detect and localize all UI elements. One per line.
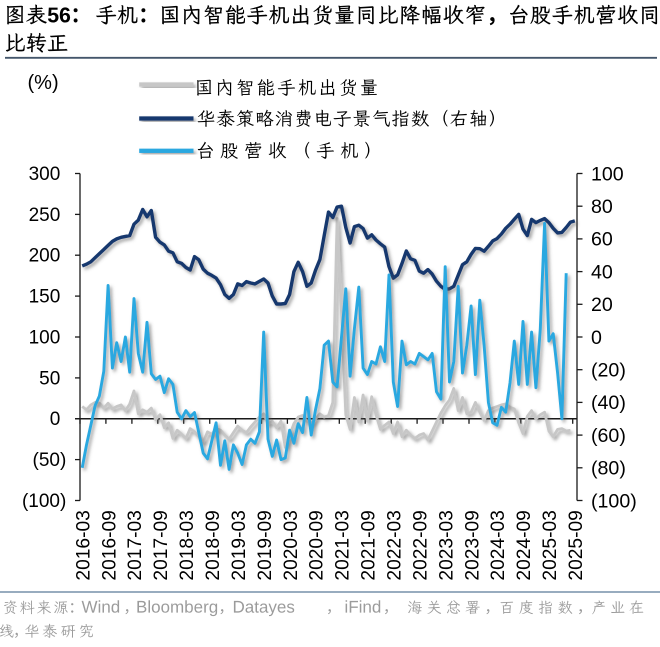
svg-text:2023-09: 2023-09	[462, 510, 483, 580]
svg-text:2016-03: 2016-03	[73, 510, 94, 580]
svg-text:200: 200	[29, 246, 61, 267]
svg-text:(40): (40)	[591, 392, 626, 414]
svg-text:60: 60	[591, 229, 613, 251]
svg-text:(60): (60)	[591, 425, 626, 447]
svg-text:2022-09: 2022-09	[411, 510, 432, 580]
svg-text:(100): (100)	[22, 491, 66, 512]
svg-text:2025-09: 2025-09	[566, 510, 587, 580]
svg-text:40: 40	[591, 261, 613, 283]
svg-text:(20): (20)	[591, 360, 626, 382]
svg-text:20: 20	[591, 294, 613, 316]
svg-text:(100): (100)	[591, 490, 637, 512]
svg-text:100: 100	[29, 328, 61, 349]
svg-text:2022-03: 2022-03	[385, 510, 406, 580]
svg-text:2018-03: 2018-03	[177, 510, 198, 580]
svg-text:2024-09: 2024-09	[514, 510, 535, 580]
svg-text:(80): (80)	[591, 458, 626, 480]
svg-text:(50): (50)	[33, 450, 67, 471]
svg-text:2017-09: 2017-09	[151, 510, 172, 580]
svg-text:2020-03: 2020-03	[281, 510, 302, 580]
svg-text:2019-03: 2019-03	[229, 510, 250, 580]
svg-text:50: 50	[39, 368, 60, 389]
svg-text:2019-09: 2019-09	[255, 510, 276, 580]
svg-text:2017-03: 2017-03	[125, 510, 146, 580]
svg-text:2025-03: 2025-03	[540, 510, 561, 580]
svg-text:2023-03: 2023-03	[436, 510, 457, 580]
svg-text:2021-09: 2021-09	[359, 510, 380, 580]
svg-text:2021-03: 2021-03	[333, 510, 354, 580]
svg-text:0: 0	[50, 409, 61, 430]
svg-text:(%): (%)	[28, 72, 59, 94]
svg-text:150: 150	[29, 287, 61, 308]
svg-text:2024-03: 2024-03	[488, 510, 509, 580]
svg-text:2016-09: 2016-09	[99, 510, 120, 580]
svg-text:2018-09: 2018-09	[203, 510, 224, 580]
svg-text:300: 300	[29, 164, 61, 185]
svg-text:80: 80	[591, 196, 613, 218]
svg-text:100: 100	[591, 163, 624, 185]
svg-text:0: 0	[591, 327, 602, 349]
svg-text:2020-09: 2020-09	[307, 510, 328, 580]
svg-text:250: 250	[29, 205, 61, 226]
